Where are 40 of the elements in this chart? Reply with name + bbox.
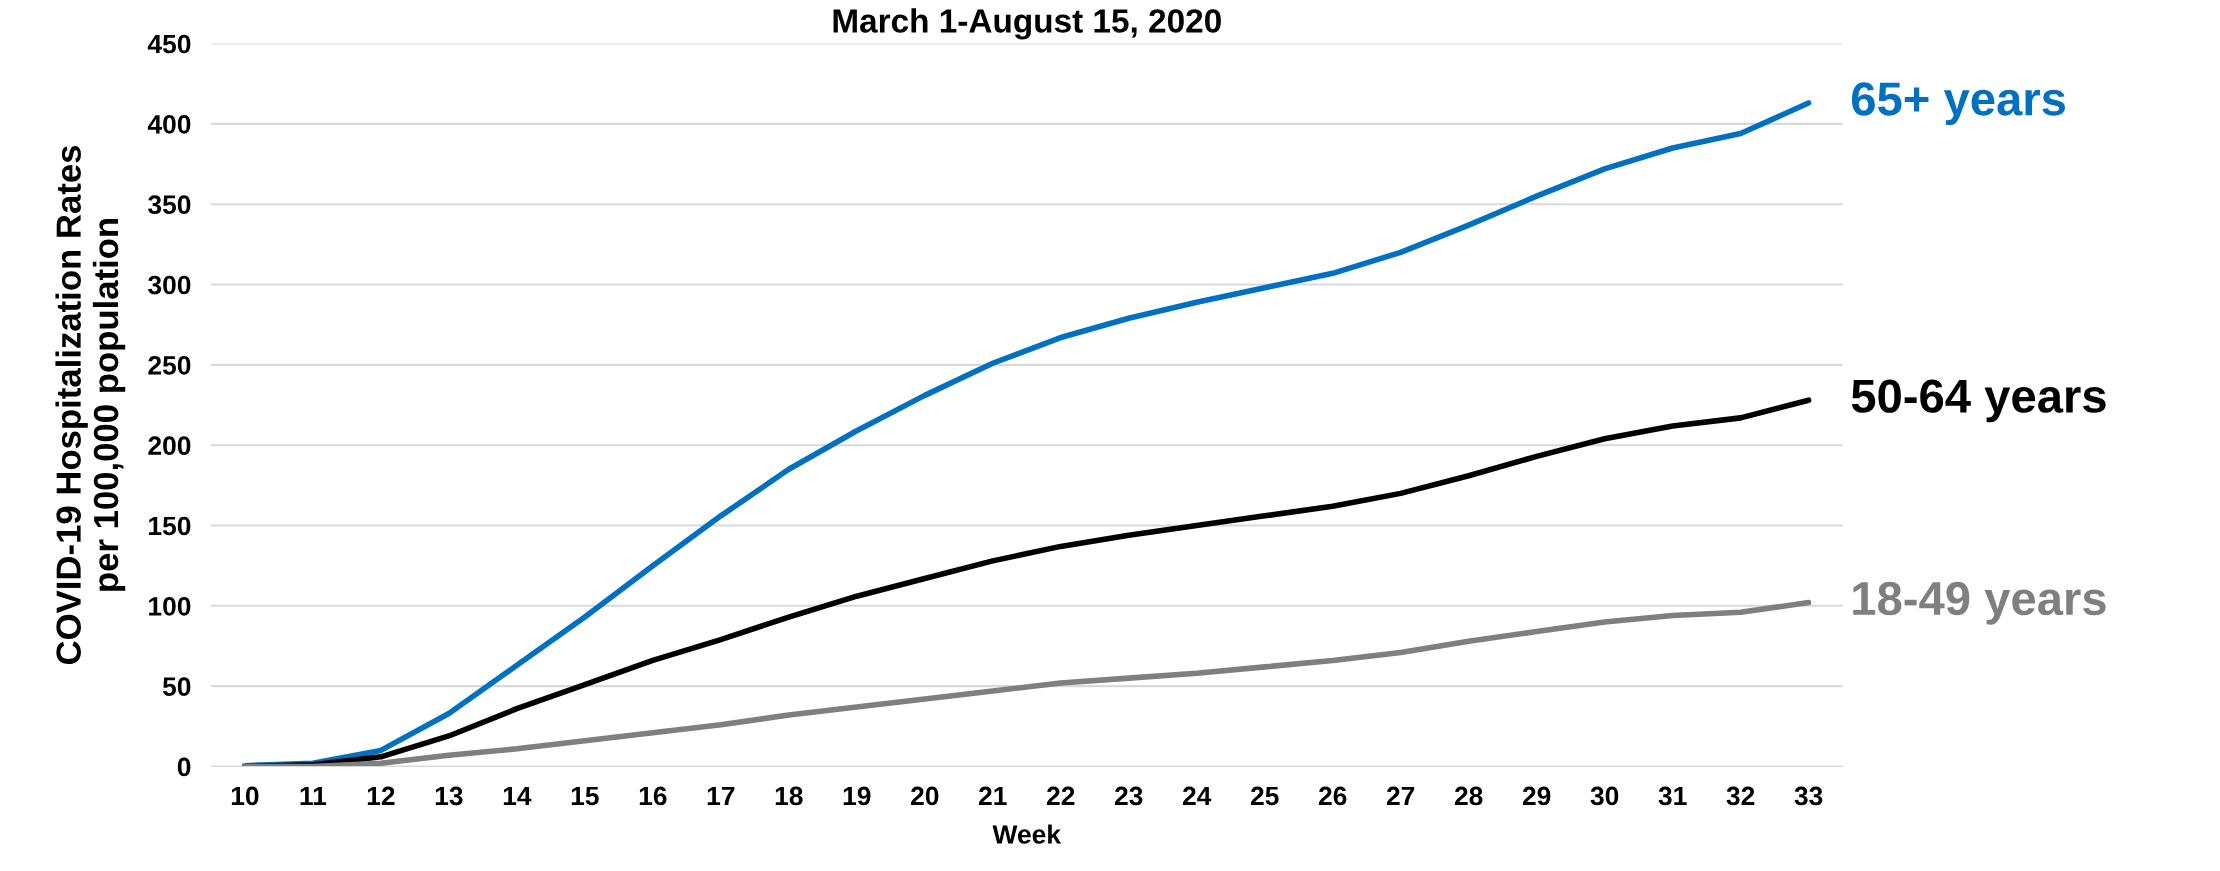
x-tick-label: 23	[1114, 786, 1143, 806]
y-tick-label: 400	[147, 115, 191, 134]
y-tick-label: 250	[148, 355, 191, 375]
y-tick-label: 450	[147, 34, 191, 54]
x-tick-label: 31	[1658, 786, 1687, 806]
x-tick-label: 32	[1726, 786, 1755, 806]
x-tick-label: 27	[1386, 786, 1415, 806]
y-axis-title: COVID-19 Hospitalization Rates per 100,000 population	[55, 145, 126, 665]
x-tick-label: 30	[1590, 786, 1619, 806]
x-tick-label: 29	[1522, 786, 1551, 806]
y-tick-label: 0	[177, 757, 191, 777]
y-tick-label: 200	[148, 436, 191, 455]
x-tick-label: 28	[1454, 786, 1483, 806]
x-tick-label: 16	[639, 786, 667, 806]
x-tick-label: 22	[1046, 786, 1075, 806]
x-tick-label: 19	[843, 786, 871, 806]
x-tick-label: 17	[707, 786, 735, 806]
x-tick-label: 15	[571, 786, 599, 806]
x-tick-label: 21	[979, 786, 1007, 806]
y-tick-label: 300	[148, 275, 191, 295]
x-tick-label: 25	[1250, 786, 1279, 806]
y-tick-label: 350	[148, 195, 191, 215]
x-tick-label: 18	[775, 786, 803, 806]
x-tick-label: 14	[503, 786, 532, 806]
x-tick-label: 33	[1794, 786, 1823, 806]
x-tick-label: 12	[367, 786, 395, 806]
x-tick-label: 10	[231, 786, 259, 806]
series-label: 65+ years	[1852, 82, 2065, 125]
y-tick-label: 50	[162, 677, 191, 696]
series-label: 18-49 years	[1853, 581, 2106, 625]
x-tick-label: 26	[1318, 786, 1347, 806]
x-tick-label: 24	[1182, 786, 1212, 806]
y-tick-label: 100	[149, 596, 191, 616]
x-tick-label: 13	[435, 786, 463, 806]
x-tick-label: 20	[911, 786, 939, 806]
x-axis-title: Week	[992, 824, 1062, 844]
series-label: 50-64 years	[1851, 379, 2106, 423]
chart-title: March 1-August 15, 2020	[833, 8, 1221, 40]
y-tick-label: 150	[149, 516, 191, 536]
x-tick-label: 11	[300, 786, 327, 806]
